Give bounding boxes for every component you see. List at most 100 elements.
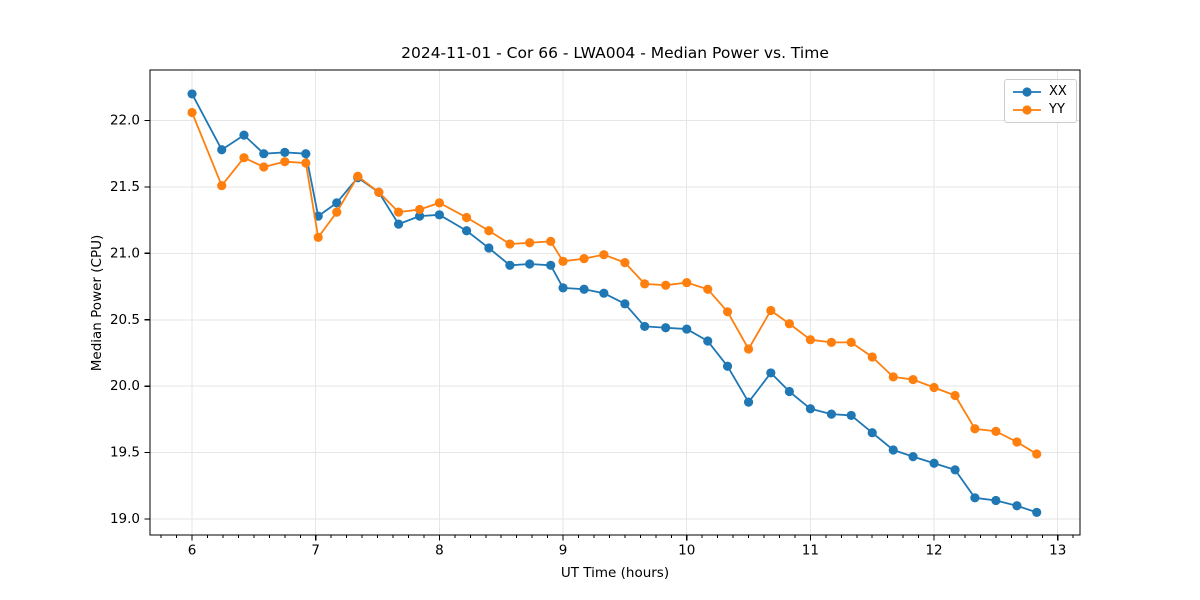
data-point-yy bbox=[846, 337, 856, 347]
data-point-yy bbox=[722, 307, 733, 317]
y-tick-label: 20.5 bbox=[110, 312, 140, 328]
x-tick-label: 10 bbox=[678, 543, 695, 559]
data-point-yy bbox=[805, 335, 815, 345]
data-point-yy bbox=[620, 258, 630, 268]
data-point-xx bbox=[525, 259, 535, 269]
series-line-xx bbox=[191, 93, 1038, 514]
x-tick-label: 7 bbox=[311, 543, 320, 559]
data-point-yy bbox=[301, 158, 311, 168]
data-point-xx bbox=[599, 288, 609, 298]
data-point-xx bbox=[280, 147, 290, 157]
data-point-yy bbox=[239, 153, 249, 163]
data-point-yy bbox=[505, 239, 515, 249]
data-point-xx bbox=[991, 495, 1001, 506]
data-point-xx bbox=[743, 397, 754, 407]
data-point-xx bbox=[558, 283, 568, 293]
data-point-xx bbox=[888, 445, 898, 455]
data-point-xx bbox=[239, 130, 249, 140]
data-point-xx bbox=[579, 284, 589, 294]
data-point-yy bbox=[950, 390, 960, 401]
data-point-yy bbox=[280, 157, 290, 167]
data-point-xx bbox=[484, 243, 494, 253]
y-tick-label: 19.5 bbox=[110, 445, 140, 461]
x-tick-label: 6 bbox=[188, 543, 197, 559]
data-point-xx bbox=[908, 452, 918, 462]
data-point-yy bbox=[415, 204, 425, 215]
data-point-yy bbox=[867, 352, 877, 362]
data-point-yy bbox=[1012, 437, 1022, 447]
x-tick-label: 11 bbox=[802, 543, 819, 559]
data-point-xx bbox=[259, 149, 269, 159]
data-point-xx bbox=[640, 321, 650, 332]
data-point-yy bbox=[525, 238, 535, 248]
data-point-xx bbox=[950, 465, 960, 475]
y-tick-label: 21.0 bbox=[110, 245, 140, 261]
data-point-yy bbox=[888, 372, 898, 382]
data-point-xx bbox=[461, 226, 472, 236]
data-point-yy bbox=[558, 256, 568, 266]
data-point-xx bbox=[846, 410, 856, 421]
data-point-xx bbox=[546, 260, 556, 270]
data-point-yy bbox=[434, 198, 444, 208]
data-point-xx bbox=[703, 336, 713, 346]
data-point-xx bbox=[434, 210, 444, 220]
x-tick-label: 13 bbox=[1049, 543, 1066, 559]
data-point-xx bbox=[805, 404, 815, 414]
axes-box bbox=[149, 69, 1081, 536]
data-point-yy bbox=[599, 250, 609, 260]
data-point-yy bbox=[682, 277, 692, 288]
data-point-yy bbox=[1032, 449, 1042, 459]
data-point-yy bbox=[826, 337, 837, 347]
data-point-yy bbox=[579, 254, 589, 264]
data-point-xx bbox=[301, 149, 311, 159]
data-point-yy bbox=[766, 305, 776, 316]
legend-entry: XX bbox=[1012, 84, 1067, 100]
data-point-xx bbox=[722, 361, 733, 371]
data-point-yy bbox=[353, 171, 363, 181]
x-tick-label: 12 bbox=[925, 543, 942, 559]
data-point-xx bbox=[332, 198, 342, 208]
y-tick-label: 19.0 bbox=[110, 511, 140, 527]
data-point-xx bbox=[505, 260, 515, 270]
legend-label: XX bbox=[1049, 84, 1067, 99]
legend: XX YY bbox=[1004, 79, 1077, 123]
y-axis-label: Median Power (CPU) bbox=[89, 234, 105, 372]
legend-line-marker-icon bbox=[1013, 87, 1041, 97]
y-tick-label: 20.0 bbox=[110, 378, 140, 394]
data-point-yy bbox=[332, 207, 342, 217]
series-line-yy bbox=[191, 111, 1038, 455]
data-point-xx bbox=[682, 324, 692, 334]
data-point-yy bbox=[929, 382, 939, 393]
data-point-yy bbox=[187, 107, 197, 118]
data-point-yy bbox=[908, 374, 918, 385]
data-point-yy bbox=[640, 279, 650, 289]
data-point-yy bbox=[259, 162, 269, 172]
legend-label: YY bbox=[1049, 102, 1065, 117]
data-point-xx bbox=[393, 219, 404, 229]
data-point-yy bbox=[217, 180, 227, 191]
legend-line-marker-icon bbox=[1013, 105, 1041, 115]
data-point-xx bbox=[929, 458, 939, 468]
data-point-yy bbox=[461, 212, 472, 223]
data-point-xx bbox=[217, 145, 227, 155]
data-point-yy bbox=[393, 207, 404, 217]
data-point-yy bbox=[484, 226, 494, 236]
data-point-xx bbox=[970, 493, 980, 503]
data-point-xx bbox=[1032, 507, 1042, 518]
data-point-yy bbox=[991, 426, 1001, 436]
data-point-yy bbox=[970, 424, 980, 434]
data-point-xx bbox=[826, 409, 837, 419]
y-tick-label: 22.0 bbox=[110, 112, 140, 128]
y-tick-label: 21.5 bbox=[110, 179, 140, 195]
data-point-yy bbox=[743, 344, 754, 354]
x-axis-label: UT Time (hours) bbox=[560, 565, 670, 581]
data-point-xx bbox=[784, 386, 794, 397]
data-point-yy bbox=[784, 319, 794, 329]
data-point-yy bbox=[703, 284, 713, 294]
x-tick-label: 9 bbox=[559, 543, 568, 559]
data-point-xx bbox=[1012, 501, 1022, 511]
plot-canvas: 6 7 8 9 10 11 12 13 19.0 19.5 20.0 20.5 21.0 21.5 22.0 bbox=[110, 69, 1081, 559]
legend-entry: YY bbox=[1012, 102, 1067, 118]
data-point-xx bbox=[415, 211, 425, 221]
